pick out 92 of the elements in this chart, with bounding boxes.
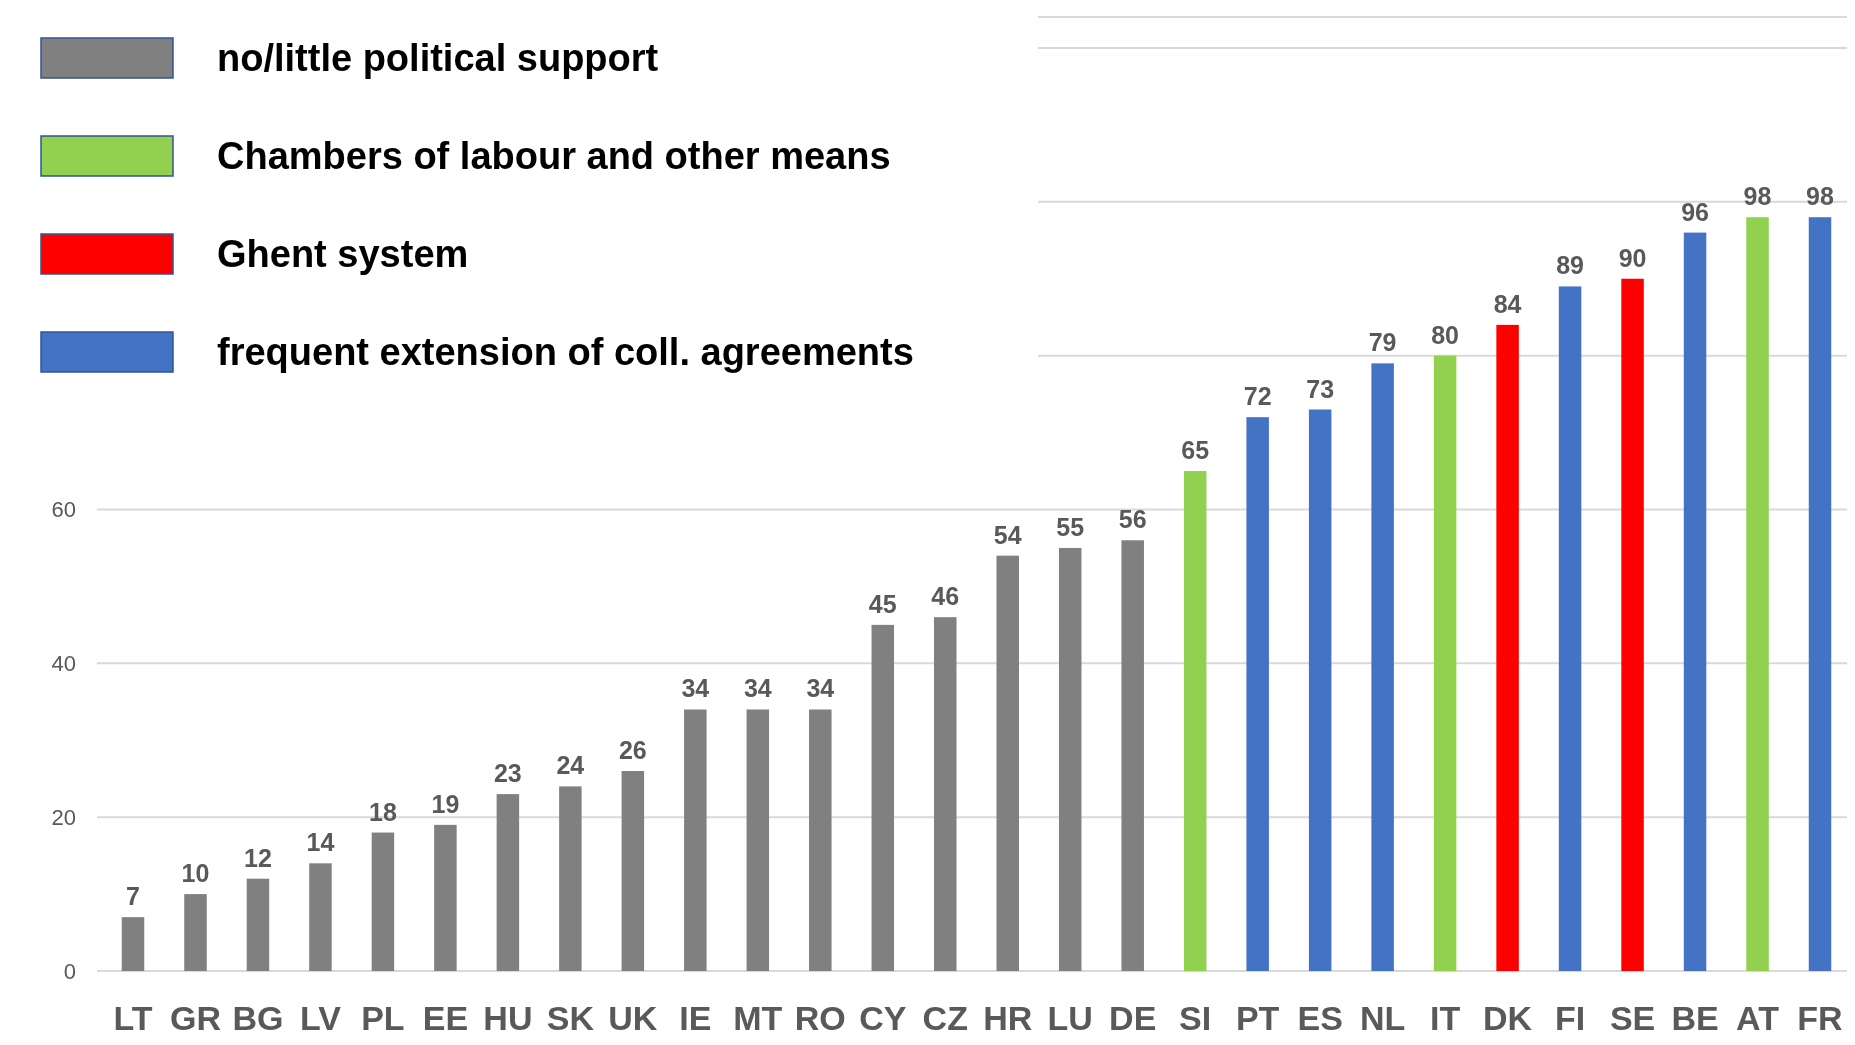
x-tick-label: NL	[1359, 999, 1406, 1037]
data-label: 26	[618, 736, 647, 765]
x-tick-label: CZ	[922, 999, 968, 1037]
bar	[246, 878, 270, 971]
x-tick-label: SE	[1609, 999, 1656, 1037]
data-label: 96	[1681, 197, 1709, 226]
legend-label: no/little political support	[217, 37, 659, 80]
bar	[434, 824, 457, 971]
data-label: 79	[1368, 328, 1397, 357]
bar	[621, 771, 645, 971]
data-label: 18	[369, 797, 397, 826]
data-label: 54	[993, 520, 1022, 549]
data-label: 98	[1806, 182, 1835, 211]
bar	[871, 624, 895, 971]
data-label: 89	[1556, 251, 1584, 280]
data-label: 12	[244, 843, 272, 872]
x-tick-label: SK	[546, 999, 595, 1037]
x-tick-label: PL	[361, 999, 405, 1037]
bar	[1496, 324, 1519, 971]
bar	[996, 555, 1019, 971]
x-tick-label: DK	[1483, 999, 1533, 1037]
bar	[559, 786, 582, 971]
data-label: 34	[806, 674, 835, 703]
x-tick-label: IT	[1430, 999, 1461, 1037]
x-tick-label: PT	[1235, 999, 1280, 1037]
bar	[1121, 540, 1144, 971]
legend-label: Ghent system	[217, 233, 469, 276]
bar	[1621, 278, 1644, 971]
bar	[309, 863, 332, 971]
bar	[809, 709, 832, 971]
data-label: 45	[868, 589, 897, 618]
x-tick-label: FR	[1797, 999, 1843, 1037]
bar	[184, 894, 207, 971]
x-tick-label: RO	[794, 999, 846, 1037]
legend-label: Chambers of labour and other means	[217, 135, 891, 178]
data-label: 34	[681, 674, 710, 703]
data-label: 23	[493, 759, 522, 788]
data-label: 55	[1056, 512, 1085, 541]
x-tick-label: HU	[483, 999, 533, 1037]
x-tick-label: LV	[299, 999, 342, 1037]
data-label: 73	[1306, 374, 1335, 403]
data-label: 10	[181, 859, 210, 888]
bar	[496, 794, 520, 971]
bar	[1058, 547, 1082, 971]
data-label: 24	[556, 751, 585, 780]
bar	[1371, 363, 1394, 971]
y-tick-label: 60	[51, 497, 76, 523]
x-tick-label: DE	[1109, 999, 1157, 1037]
x-tick-label: BG	[232, 999, 284, 1037]
bar	[1683, 232, 1707, 971]
data-label: 7	[126, 882, 140, 911]
y-tick-label: 40	[51, 651, 76, 677]
data-label: 19	[431, 789, 460, 818]
x-tick-label: AT	[1736, 999, 1780, 1037]
data-label: 84	[1493, 289, 1522, 318]
bar	[1433, 355, 1457, 971]
data-label: 56	[1118, 505, 1147, 534]
bar	[1808, 217, 1832, 971]
data-label: 46	[931, 582, 960, 611]
x-tick-label: CY	[859, 999, 907, 1037]
y-tick-label: 0	[63, 958, 76, 984]
x-tick-label: FI	[1554, 999, 1586, 1037]
y-tick-label: 20	[51, 804, 76, 830]
bar	[1746, 217, 1769, 971]
bar	[746, 709, 770, 971]
data-label: 98	[1743, 182, 1772, 211]
x-tick-label: IE	[679, 999, 712, 1037]
bar	[1558, 286, 1582, 971]
data-label: 34	[743, 674, 772, 703]
bar	[1308, 409, 1332, 971]
bar	[121, 917, 145, 971]
bar	[1246, 417, 1269, 971]
x-tick-label: SI	[1179, 999, 1212, 1037]
x-tick-label: MT	[733, 999, 783, 1037]
x-tick-label: LT	[113, 999, 153, 1037]
x-tick-label: HR	[983, 999, 1033, 1037]
data-label: 14	[306, 828, 335, 857]
data-label: 80	[1431, 320, 1460, 349]
data-label: 72	[1243, 382, 1272, 411]
data-label: 90	[1618, 243, 1647, 272]
x-tick-label: ES	[1297, 999, 1343, 1037]
x-tick-label: GR	[169, 999, 221, 1037]
bar	[1183, 471, 1207, 971]
bar	[934, 617, 957, 971]
x-tick-label: BE	[1671, 999, 1719, 1037]
legend-label: frequent extension of coll. agreements	[217, 331, 914, 374]
x-tick-label: EE	[422, 999, 469, 1037]
bar	[684, 709, 707, 971]
bar	[371, 832, 395, 971]
data-label: 65	[1181, 436, 1210, 465]
x-tick-label: UK	[608, 999, 658, 1037]
x-tick-label: LU	[1047, 999, 1093, 1037]
